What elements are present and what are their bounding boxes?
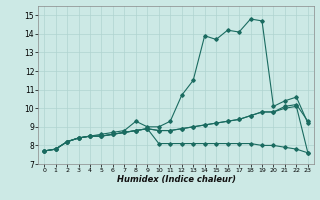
X-axis label: Humidex (Indice chaleur): Humidex (Indice chaleur) [116, 175, 236, 184]
